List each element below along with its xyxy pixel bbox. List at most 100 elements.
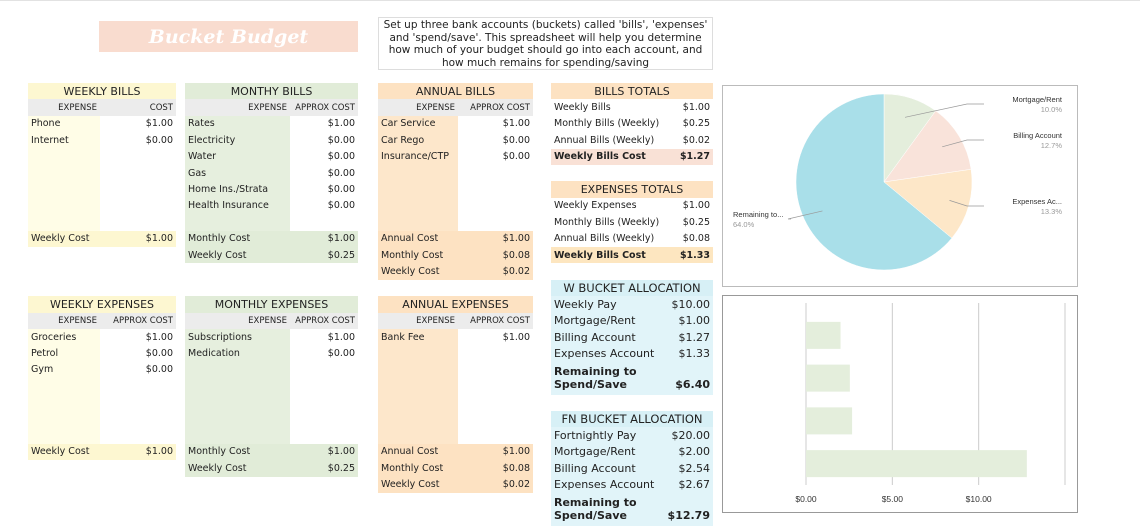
- table-title: EXPENSES TOTALS: [551, 181, 713, 198]
- row-label: Petrol: [31, 348, 59, 360]
- column-header: APPROX COST: [290, 99, 358, 116]
- table-body: [551, 427, 713, 493]
- row-label: Medication: [188, 348, 240, 360]
- pie-value-label: 10.0%: [1041, 105, 1063, 114]
- row-label: Weekly Expenses: [554, 200, 637, 212]
- column-header: EXPENSE: [185, 99, 290, 116]
- row-label: Monthly Bills (Weekly): [554, 118, 660, 130]
- pie-value-label: 64.0%: [733, 220, 755, 229]
- column-header: APPROX COST: [458, 312, 533, 329]
- row-value: $0.00: [327, 151, 355, 163]
- table-body: [458, 115, 533, 231]
- table-title: W BUCKET ALLOCATION: [551, 279, 713, 297]
- table-body: [378, 329, 458, 444]
- row-value: $0.02: [682, 134, 710, 146]
- x-tick-label: $0.00: [795, 494, 817, 504]
- row-label: Annual Bills (Weekly): [554, 233, 655, 245]
- footer-label: Weekly Cost: [185, 247, 290, 264]
- row-value: $2.67: [678, 478, 711, 492]
- table-title: MONTHLY EXPENSES: [185, 296, 358, 313]
- row-value: $1.00: [327, 118, 355, 130]
- row-value: $1.00: [502, 331, 530, 343]
- column-header: EXPENSE: [378, 99, 458, 116]
- footer-value: $1.00: [100, 443, 176, 461]
- footer-value: $1.00: [290, 443, 358, 461]
- footer-label: Monthly Cost: [185, 443, 290, 461]
- row-label: Bank Fee: [381, 331, 425, 343]
- row-value: $0.00: [327, 200, 355, 212]
- footer-label: Weekly Cost: [28, 230, 100, 247]
- bar: [806, 407, 853, 435]
- row-label: Gas: [188, 167, 207, 179]
- x-tick-label: $5.00: [882, 494, 904, 504]
- chart-frame: [722, 295, 1078, 513]
- footer-value: $6.40: [651, 361, 713, 395]
- footer-value: $1.33: [661, 247, 713, 264]
- row-value: $0.25: [682, 118, 710, 130]
- row-value: $1.00: [145, 331, 173, 343]
- column-header: APPROX COST: [290, 312, 358, 329]
- table-body: [290, 115, 358, 231]
- leader-line: [942, 139, 984, 148]
- footer-value: $1.27: [661, 148, 713, 165]
- row-value: $0.00: [145, 348, 173, 360]
- table-body: [378, 115, 458, 231]
- table-body: [290, 329, 358, 444]
- table-body: [185, 329, 290, 444]
- pie-slice: [795, 93, 953, 271]
- row-value: $1.00: [682, 102, 710, 114]
- table-body: [551, 197, 713, 247]
- table-body: [458, 329, 533, 444]
- row-value: $1.00: [678, 314, 711, 328]
- row-value: $1.00: [145, 118, 173, 130]
- row-label: Gym: [31, 364, 54, 376]
- row-label: Electricity: [188, 134, 236, 146]
- row-label: Monthly Bills (Weekly): [554, 216, 660, 228]
- table-title: WEEKLY EXPENSES: [28, 296, 176, 313]
- row-label: Expenses Account: [554, 347, 655, 361]
- footer-label: Remaining to Spend/Save: [551, 493, 651, 526]
- footer-value: $0.08: [458, 460, 533, 477]
- row-value: $0.00: [327, 348, 355, 360]
- row-label: Fortnightly Pay: [554, 429, 637, 443]
- row-value: $0.00: [327, 167, 355, 179]
- footer-label: Monthly Cost: [378, 247, 458, 264]
- footer-value: $0.25: [290, 247, 358, 264]
- table-title: MONTHY BILLS: [185, 83, 358, 100]
- table-title: WEEKLY BILLS: [28, 83, 176, 100]
- table-title: ANNUAL EXPENSES: [378, 296, 533, 313]
- row-label: Internet: [31, 134, 69, 146]
- footer-value: $1.00: [100, 230, 176, 247]
- row-label: Water: [188, 151, 217, 163]
- row-value: $2.54: [678, 461, 711, 475]
- column-header: EXPENSE: [28, 99, 100, 116]
- row-label: Weekly Pay: [554, 297, 617, 311]
- footer-value: $12.79: [651, 493, 713, 526]
- footer-label: Weekly Cost: [378, 476, 458, 493]
- page-title: Bucket Budget: [148, 25, 309, 48]
- footer-value: $1.00: [290, 230, 358, 247]
- bar: [806, 321, 841, 349]
- table-body: [185, 115, 290, 231]
- footer-label: Weekly Cost: [378, 263, 458, 280]
- table-body: [551, 296, 713, 362]
- pie-value-label: 12.7%: [1041, 141, 1063, 150]
- column-header: APPROX COST: [458, 99, 533, 116]
- row-label: Billing Account: [554, 330, 636, 344]
- leader-line: [949, 200, 984, 207]
- row-value: $20.00: [671, 429, 711, 443]
- table-title: BILLS TOTALS: [551, 83, 713, 100]
- footer-value: $0.25: [290, 460, 358, 477]
- row-value: $0.00: [145, 134, 173, 146]
- row-value: $1.00: [502, 118, 530, 130]
- row-label: Mortgage/Rent: [554, 314, 636, 328]
- row-label: Mortgage/Rent: [554, 445, 636, 459]
- row-label: Car Service: [381, 118, 436, 130]
- table-title: ANNUAL BILLS: [378, 83, 533, 100]
- row-value: $0.08: [682, 233, 710, 245]
- footer-label: Weekly Bills Cost: [551, 148, 661, 165]
- row-label: Weekly Bills: [554, 102, 611, 114]
- row-value: $0.00: [327, 134, 355, 146]
- pie-slice: [883, 110, 972, 183]
